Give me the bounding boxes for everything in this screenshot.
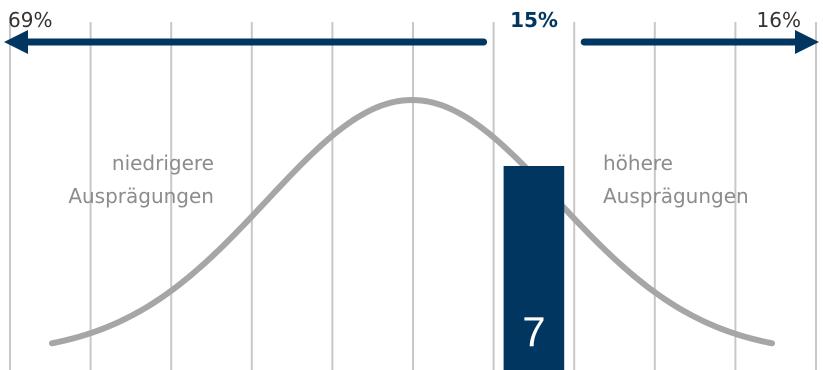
percent-at-label: 15% [510, 8, 558, 32]
higher-region-label-line2: Ausprägungen [603, 184, 749, 208]
lower-region-label-line1: niedrigere [112, 151, 214, 175]
arrow-right-icon [795, 30, 819, 54]
normal-distribution-curve [49, 97, 775, 347]
highlighted-stanine-bar [503, 166, 565, 370]
arrow-left-icon [4, 30, 28, 54]
lower-region-label-line2: Ausprägungen [68, 184, 214, 208]
highlighted-stanine-label: 7 [522, 308, 545, 355]
higher-region-label-line1: höhere [603, 151, 673, 175]
grid-lines [9, 22, 817, 370]
percent-above-label: 16% [757, 8, 801, 32]
percentile-arrows [4, 30, 819, 54]
percent-below-label: 69% [8, 8, 52, 32]
